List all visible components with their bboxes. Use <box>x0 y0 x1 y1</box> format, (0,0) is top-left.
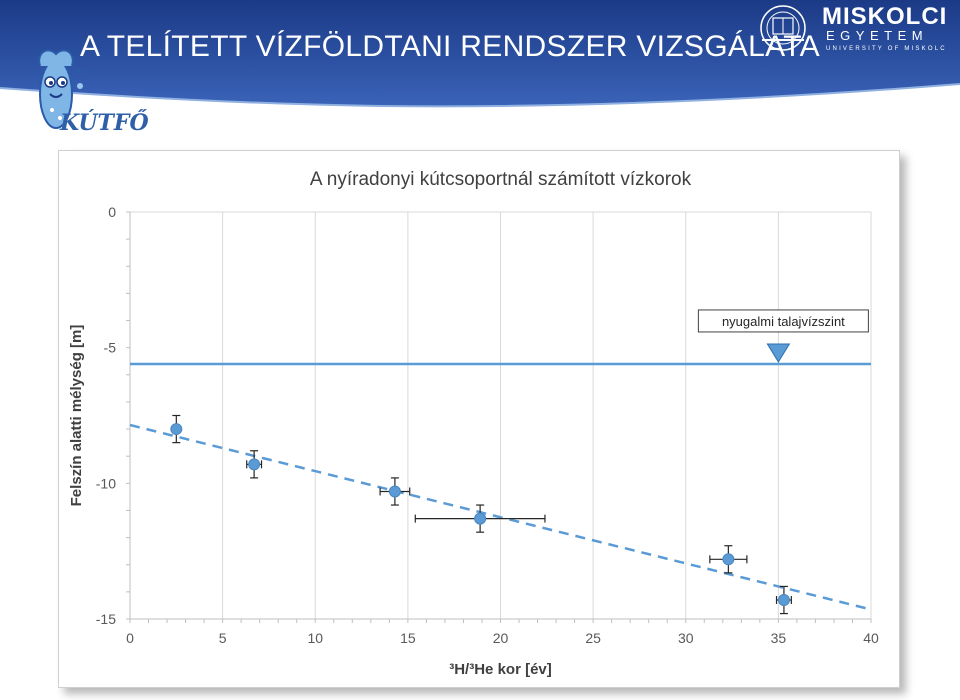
y-tick-label: -15 <box>96 611 116 627</box>
data-point <box>170 423 183 436</box>
university-name: MISKOLCI <box>822 3 948 30</box>
university-crest-icon <box>760 5 806 51</box>
project-logo-text: KÚTFŐ <box>60 110 149 136</box>
data-point <box>722 553 735 566</box>
data-point <box>474 512 487 525</box>
y-axis-label: Felszín alatti mélység [m] <box>68 325 85 507</box>
mascot-icon <box>38 49 87 129</box>
trendline <box>129 423 872 611</box>
water-level-marker-icon <box>766 343 791 363</box>
y-tick-label: -10 <box>96 475 116 491</box>
x-tick-label: 15 <box>400 630 416 646</box>
x-tick-label: 35 <box>771 630 787 646</box>
slide-title: A TELÍTETT VÍZFÖLDTANI RENDSZER VIZSGÁLA… <box>80 30 820 63</box>
data-point <box>777 594 790 607</box>
x-axis-label: ³H/³He kor [év] <box>449 661 552 678</box>
data-point <box>248 458 261 471</box>
water-age-chart: 0 5 10 15 20 25 30 35 40 0 -5 -10 -15 A nyíradonyi kú… <box>68 169 879 678</box>
university-subtitle: EGYETEM <box>826 28 929 43</box>
x-tick-label: 25 <box>585 630 601 646</box>
data-point <box>388 485 401 498</box>
y-tick-label: 0 <box>108 204 116 220</box>
header-banner <box>0 0 960 108</box>
chart-area: 0 5 10 15 20 25 30 35 40 0 -5 -10 -15 A nyíradonyi kú… <box>58 150 900 688</box>
x-tick-label: 20 <box>493 630 509 646</box>
x-tick-label: 5 <box>219 630 227 646</box>
reference-label: nyugalmi talajvízszint <box>722 314 845 329</box>
x-tick-label: 30 <box>678 630 694 646</box>
x-tick-label: 0 <box>126 630 134 646</box>
chart-title: A nyíradonyi kútcsoportnál számított víz… <box>310 169 692 190</box>
x-tick-label: 40 <box>863 630 879 646</box>
x-tick-label: 10 <box>307 630 323 646</box>
reference-label-box <box>697 309 869 333</box>
university-subtitle-en: UNIVERSITY OF MISKOLC <box>826 46 947 52</box>
y-tick-label: -5 <box>104 340 117 356</box>
